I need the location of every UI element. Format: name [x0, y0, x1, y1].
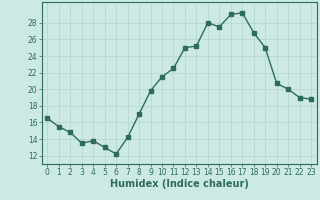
X-axis label: Humidex (Indice chaleur): Humidex (Indice chaleur) [110, 179, 249, 189]
